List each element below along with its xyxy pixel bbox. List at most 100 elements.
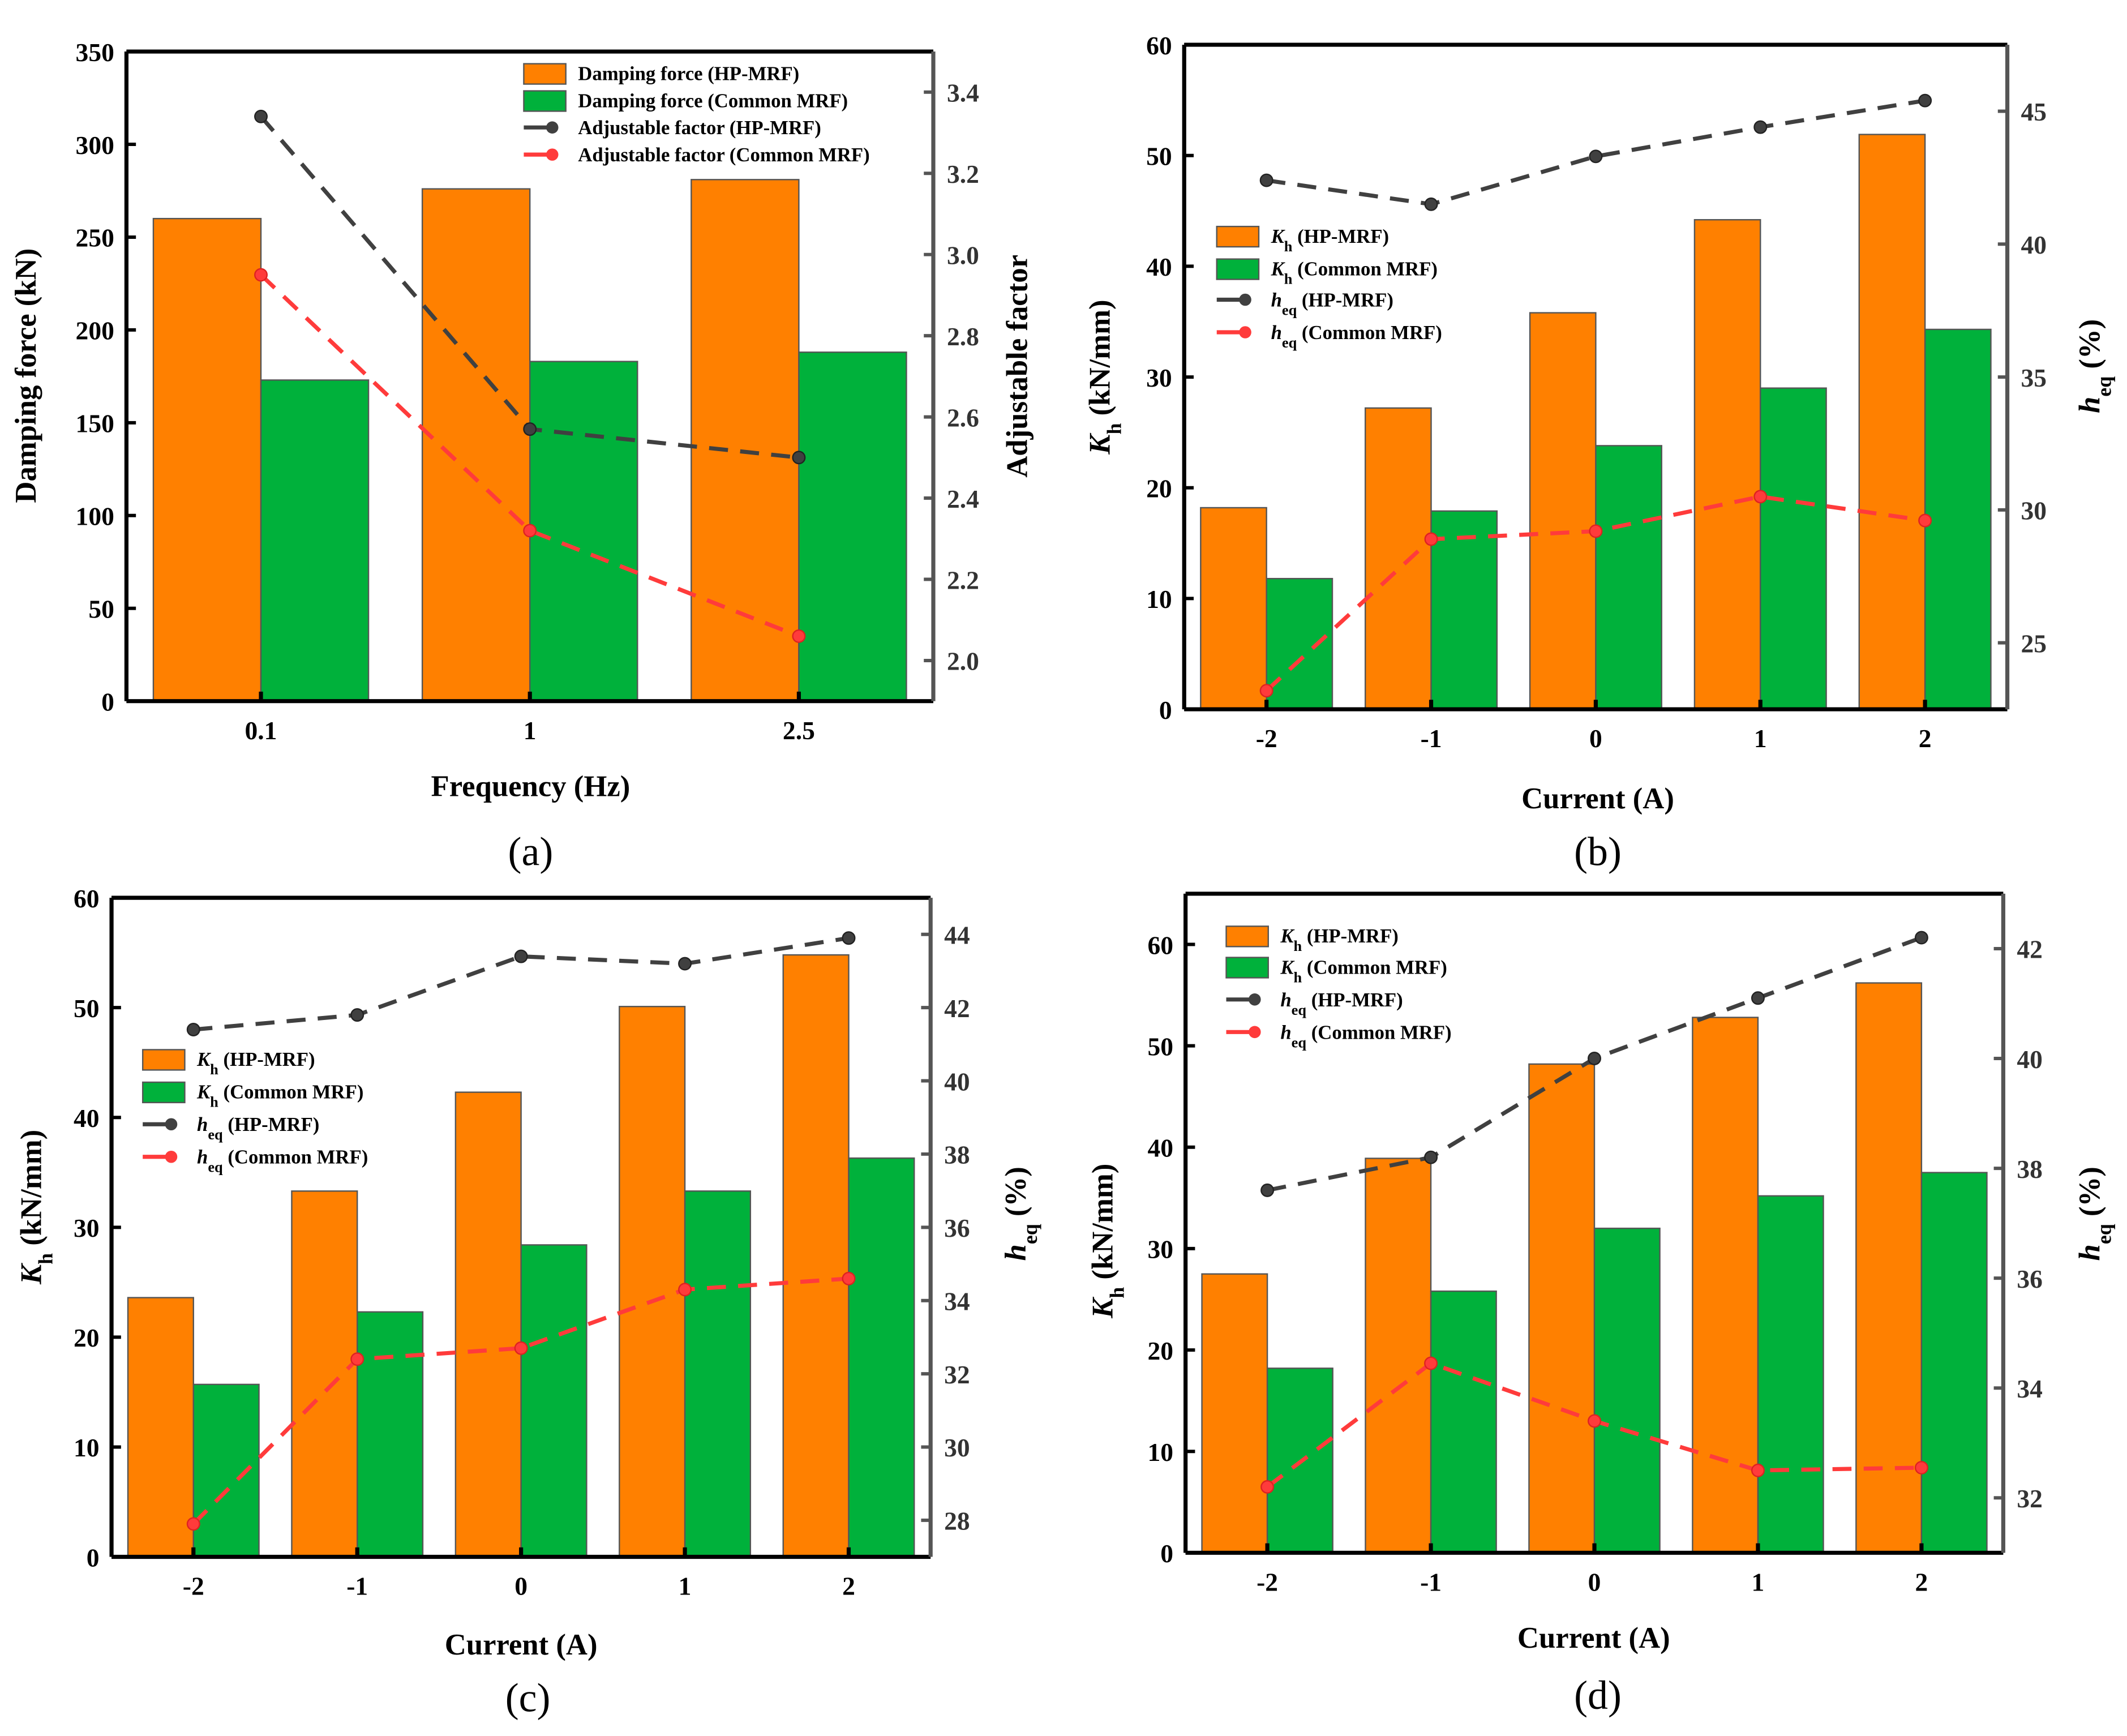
legend-label: heq (Common MRF): [1271, 322, 1442, 351]
legend-swatch: [1216, 258, 1260, 280]
legend-label: Adjustable factor (Common MRF): [578, 144, 869, 166]
panel-caption: (a): [508, 829, 554, 875]
x-tick-label: 2: [1919, 724, 1932, 753]
y2-tick-label: 32: [944, 1360, 970, 1389]
x-tick-label: 2: [1915, 1567, 1928, 1596]
series-line: [192, 1276, 849, 1525]
data-point: [792, 629, 806, 643]
legend-label: heq (Common MRF): [1280, 1021, 1451, 1051]
y-tick-label: 20: [74, 1323, 100, 1352]
data-point: [1589, 524, 1603, 538]
bar: [1757, 1195, 1824, 1554]
data-point: [254, 268, 268, 282]
bar: [1364, 407, 1432, 710]
x-tick-label: -1: [1420, 1567, 1442, 1596]
y2-tick-label: 2.6: [947, 403, 979, 432]
legend-swatch: [141, 1081, 186, 1104]
y2-tick-label: 2.4: [947, 485, 979, 513]
y-tick-label: 60: [1146, 31, 1172, 60]
y2-tick-label: 30: [944, 1433, 970, 1462]
y-tick-label: 10: [1148, 1438, 1174, 1467]
panel-caption: (c): [505, 1675, 551, 1721]
data-point: [1751, 991, 1765, 1005]
y2-tick-label: 44: [944, 921, 970, 950]
y2-tick-label: 30: [2021, 496, 2047, 525]
data-point: [1588, 1414, 1601, 1428]
y-tick-label: 50: [1148, 1032, 1174, 1061]
legend-swatch: [523, 63, 567, 85]
bar: [1430, 1290, 1497, 1554]
legend-label: heq (HP-MRF): [197, 1113, 319, 1143]
data-point: [1753, 120, 1768, 134]
data-point: [1424, 197, 1438, 211]
y-tick-label: 10: [74, 1433, 100, 1462]
legend-label: Kh (HP-MRF): [1280, 925, 1399, 954]
y2-axis-title: heq (%): [2073, 1167, 2115, 1261]
legend-marker: [1249, 1026, 1261, 1039]
x-tick-label: -2: [1257, 1567, 1278, 1596]
bar: [1201, 1273, 1268, 1554]
legend: Kh (HP-MRF)Kh (Common MRF)heq (HP-MRF)he…: [1225, 925, 1452, 1051]
y2-tick-label: 45: [2021, 97, 2047, 126]
y-tick-label: 50: [74, 994, 100, 1023]
legend-label: heq (HP-MRF): [1271, 289, 1393, 318]
data-point: [350, 1008, 364, 1022]
series-line: [193, 936, 850, 1032]
y-tick-label: 50: [1146, 142, 1172, 171]
data-point: [523, 422, 537, 436]
y-tick-label: 30: [1146, 363, 1172, 392]
bar: [782, 954, 850, 1558]
y-tick-label: 20: [1148, 1336, 1174, 1365]
y-tick-label: 40: [1146, 252, 1172, 281]
panel-caption: (b): [1574, 829, 1622, 875]
bar: [454, 1091, 522, 1558]
y2-tick-label: 3.2: [947, 160, 979, 188]
y-tick-label: 50: [88, 595, 114, 624]
data-point: [350, 1352, 364, 1366]
bar: [1266, 577, 1333, 710]
x-tick-label: -1: [1421, 724, 1442, 753]
y-tick-label: 60: [1148, 931, 1174, 959]
legend: Kh (HP-MRF)Kh (Common MRF)heq (HP-MRF)he…: [1216, 225, 1442, 351]
y-tick-label: 0: [1160, 1539, 1173, 1568]
legend-marker: [165, 1150, 178, 1163]
legend-swatch: [1225, 925, 1269, 948]
y-tick-label: 20: [1146, 474, 1172, 503]
legend-marker: [546, 121, 559, 134]
bar: [1430, 510, 1498, 710]
data-point: [1753, 490, 1768, 504]
bar: [1920, 1172, 1988, 1554]
y-tick-label: 100: [76, 502, 114, 531]
data-point: [678, 957, 692, 971]
data-point: [1918, 93, 1932, 108]
y2-tick-label: 38: [944, 1141, 970, 1169]
y2-tick-label: 2.2: [947, 565, 979, 594]
bar: [619, 1006, 686, 1558]
panel-caption: (d): [1574, 1673, 1622, 1718]
legend-label: heq (Common MRF): [197, 1146, 368, 1176]
y2-axis-title: heq (%): [1000, 1167, 1041, 1261]
legend-marker: [1249, 993, 1261, 1006]
data-point: [1751, 1463, 1765, 1477]
bar: [421, 188, 531, 702]
legend-label: Kh (Common MRF): [1280, 956, 1447, 985]
data-point: [1914, 931, 1928, 945]
data-point: [1914, 1460, 1928, 1474]
bar: [1595, 445, 1662, 710]
y2-tick-label: 35: [2021, 363, 2047, 392]
legend-label: Kh (HP-MRF): [196, 1048, 315, 1078]
y2-tick-label: 34: [944, 1287, 970, 1315]
data-point: [1260, 1183, 1275, 1197]
data-point: [1424, 532, 1438, 546]
bar: [691, 179, 800, 702]
x-tick-label: 1: [524, 716, 537, 745]
legend: Kh (HP-MRF)Kh (Common MRF)heq (HP-MRF)he…: [141, 1048, 368, 1176]
data-point: [1424, 1356, 1438, 1370]
data-point: [186, 1023, 200, 1036]
y2-axis-title: heq (%): [2073, 319, 2115, 413]
x-tick-label: 1: [679, 1572, 692, 1601]
y-axis-title: Damping force (kN): [10, 248, 42, 503]
y-tick-label: 40: [74, 1104, 100, 1133]
bar: [1593, 1227, 1661, 1554]
chart-panel-c: 0 10 20 30 40 50 60 28 30 32 34 36 38 40 42 44 -2 -1 0 1 2 Cu…: [15, 884, 1041, 1721]
